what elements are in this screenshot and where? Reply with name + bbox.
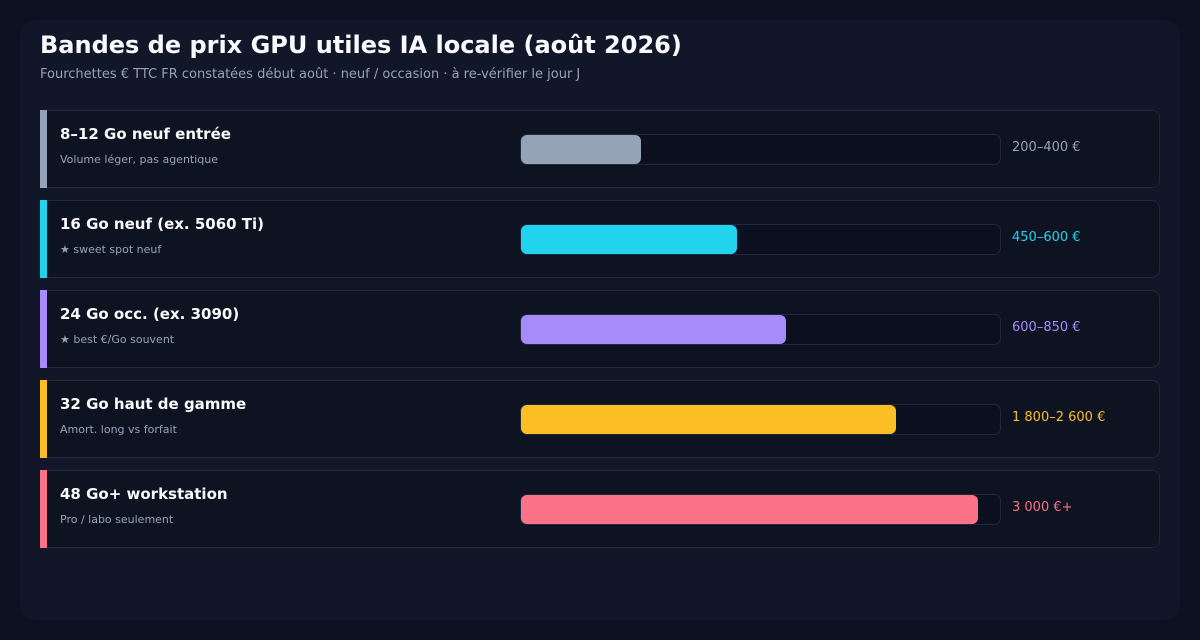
row-accent-stripe xyxy=(40,110,47,188)
bar-track xyxy=(520,224,1001,255)
band-label: 48 Go+ workstation xyxy=(60,485,228,503)
row-accent-stripe xyxy=(40,290,47,368)
price-range-label: 1 800–2 600 € xyxy=(1012,410,1106,425)
price-bar xyxy=(521,315,786,344)
bar-track xyxy=(520,494,1001,525)
price-bar xyxy=(521,405,896,434)
band-note: ★ sweet spot neuf xyxy=(60,243,162,256)
price-band-row: 16 Go neuf (ex. 5060 Ti) ★ sweet spot neu… xyxy=(40,200,1160,278)
band-note: Pro / labo seulement xyxy=(60,513,174,526)
band-label: 16 Go neuf (ex. 5060 Ti) xyxy=(60,215,265,233)
bar-track xyxy=(520,404,1001,435)
band-label: 24 Go occ. (ex. 3090) xyxy=(60,305,240,323)
price-range-label: 200–400 € xyxy=(1012,140,1081,155)
bar-track xyxy=(520,134,1001,165)
band-label: 32 Go haut de gamme xyxy=(60,395,247,413)
price-range-label: 3 000 €+ xyxy=(1012,500,1073,515)
price-range-label: 600–850 € xyxy=(1012,320,1081,335)
price-bar xyxy=(521,135,641,164)
row-accent-stripe xyxy=(40,200,47,278)
row-accent-stripe xyxy=(40,470,47,548)
band-note: Amort. long vs forfait xyxy=(60,423,177,436)
row-accent-stripe xyxy=(40,380,47,458)
price-band-row: 48 Go+ workstation Pro / labo seulement 3 … xyxy=(40,470,1160,548)
price-bar xyxy=(521,495,978,524)
band-note: ★ best €/Go souvent xyxy=(60,333,175,346)
band-note: Volume léger, pas agentique xyxy=(60,153,219,166)
price-bar xyxy=(521,225,737,254)
price-band-row: 24 Go occ. (ex. 3090) ★ best €/Go souvent… xyxy=(40,290,1160,368)
chart-title: Bandes de prix GPU utiles IA locale (aoû… xyxy=(40,31,682,59)
price-band-row: 32 Go haut de gamme Amort. long vs forfai… xyxy=(40,380,1160,458)
chart-subtitle: Fourchettes € TTC FR constatées début ao… xyxy=(40,67,581,82)
bar-track xyxy=(520,314,1001,345)
band-label: 8–12 Go neuf entrée xyxy=(60,125,231,143)
price-band-row: 8–12 Go neuf entrée Volume léger, pas age… xyxy=(40,110,1160,188)
price-range-label: 450–600 € xyxy=(1012,230,1081,245)
